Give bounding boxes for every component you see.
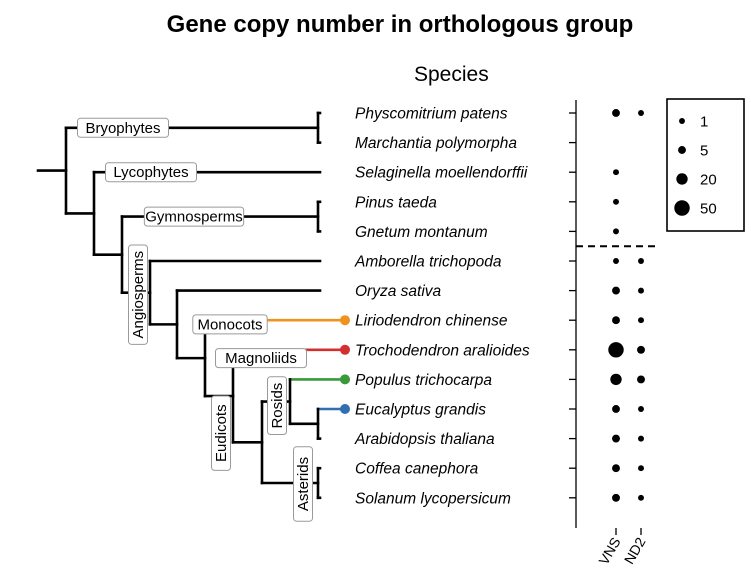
clade-name: Asterids bbox=[295, 457, 312, 511]
clade-label-lycophytes: Lycophytes bbox=[105, 162, 197, 183]
clade-label-monocots: Monocots bbox=[192, 314, 268, 335]
legend-dot-20 bbox=[676, 173, 688, 185]
legend-label-50: 50 bbox=[700, 201, 717, 218]
clade-label-asterids: Asterids bbox=[293, 446, 313, 522]
clade-box bbox=[128, 244, 148, 345]
dot-amborella-trichopoda-vns bbox=[613, 258, 619, 264]
size-legend: 1 5 20 50 bbox=[666, 98, 745, 232]
dot-pinus-taeda-vns bbox=[613, 198, 619, 205]
dotplot-axis bbox=[569, 100, 660, 535]
clade-name: Eudicots bbox=[213, 404, 230, 462]
dot-coffea-canephora-vns bbox=[612, 464, 620, 473]
clade-box bbox=[143, 206, 245, 227]
tip-marker-eucalyptus-grandis bbox=[340, 404, 350, 414]
dot-coffea-canephora-nd2 bbox=[638, 465, 644, 472]
dot-arabidopsis-thaliana-vns bbox=[612, 434, 620, 443]
dot-populus-trichocarpa-vns bbox=[610, 373, 622, 386]
dot-physcomitrium-patens-vns bbox=[612, 109, 620, 117]
species-label-selaginella-moellendorffii: Selaginella moellendorffii bbox=[355, 165, 528, 182]
species-label-marchantia-polymorpha: Marchantia polymorpha bbox=[355, 135, 517, 152]
clade-name: Angiosperms bbox=[130, 251, 147, 339]
clade-name: Bryophytes bbox=[85, 120, 160, 137]
legend-label-20: 20 bbox=[700, 172, 717, 189]
dot-populus-trichocarpa-nd2 bbox=[637, 375, 645, 384]
dot-oryza-sativa-vns bbox=[612, 286, 620, 295]
clade-name: Gymnosperms bbox=[145, 209, 243, 226]
clade-box bbox=[267, 376, 287, 436]
dot-eucalyptus-grandis-vns bbox=[612, 405, 620, 413]
dot-liriodendron-chinense-nd2 bbox=[638, 317, 644, 324]
legend-dot-50 bbox=[674, 200, 690, 216]
species-label-oryza-sativa: Oryza sativa bbox=[355, 283, 442, 300]
clade-name: Monocots bbox=[197, 316, 262, 333]
dot-arabidopsis-thaliana-nd2 bbox=[638, 435, 644, 442]
species-label-amborella-trichopoda: Amborella trichopoda bbox=[354, 254, 502, 271]
tip-marker-populus-trichocarpa bbox=[340, 374, 350, 385]
dot-eucalyptus-grandis-nd2 bbox=[638, 406, 644, 412]
clade-box bbox=[293, 446, 313, 522]
dotplot-points bbox=[608, 109, 645, 502]
species-labels: Physcomitrium patens Marchantia polymorph… bbox=[354, 106, 530, 508]
tip-marker-liriodendron-chinense bbox=[340, 315, 350, 326]
species-label-populus-trichocarpa: Populus trichocarpa bbox=[355, 372, 492, 389]
dot-selaginella-moellendorffii-vns bbox=[613, 169, 619, 176]
legend-dot-5 bbox=[678, 146, 686, 154]
clade-box bbox=[215, 348, 307, 369]
dot-trochodendron-aralioides-vns bbox=[608, 342, 624, 358]
dot-solanum-lycopersicum-vns bbox=[612, 493, 620, 502]
species-label-trochodendron-aralioides: Trochodendron aralioides bbox=[355, 342, 530, 359]
dot-amborella-trichopoda-nd2 bbox=[638, 258, 644, 264]
clade-name: Magnoliids bbox=[225, 350, 297, 367]
tip-marker-trochodendron-aralioides bbox=[340, 344, 350, 355]
species-label-coffea-canephora: Coffea canephora bbox=[355, 461, 479, 478]
species-axis-heading: Species bbox=[414, 63, 489, 86]
dot-gnetum-montanum-vns bbox=[613, 228, 619, 235]
clade-name: Rosids bbox=[269, 383, 286, 429]
clade-label-rosids: Rosids bbox=[267, 376, 287, 436]
clade-name: Lycophytes bbox=[113, 164, 188, 181]
clade-label-angiosperms: Angiosperms bbox=[128, 244, 148, 345]
dot-liriodendron-chinense-vns bbox=[612, 316, 620, 325]
legend-dot-1 bbox=[679, 118, 685, 124]
dot-physcomitrium-patens-nd2 bbox=[638, 110, 644, 116]
clade-label-magnoliids: Magnoliids bbox=[215, 348, 307, 369]
chart-title: Gene copy number in orthologous group bbox=[166, 11, 634, 38]
species-label-eucalyptus-grandis: Eucalyptus grandis bbox=[355, 402, 486, 419]
species-label-arabidopsis-thaliana: Arabidopsis thaliana bbox=[354, 431, 495, 448]
legend-label-5: 5 bbox=[700, 143, 708, 160]
clade-labels: Bryophytes Lycophytes Gymnosperms Angiosper… bbox=[77, 117, 313, 522]
clade-box bbox=[105, 162, 197, 183]
clade-label-eudicots: Eudicots bbox=[211, 395, 231, 471]
clade-box bbox=[211, 395, 231, 471]
species-label-solanum-lycopersicum: Solanum lycopersicum bbox=[355, 490, 511, 507]
species-label-gnetum-montanum: Gnetum montanum bbox=[355, 224, 488, 241]
clade-label-bryophytes: Bryophytes bbox=[77, 117, 169, 138]
dot-solanum-lycopersicum-nd2 bbox=[638, 494, 644, 501]
column-label-vns: VNS bbox=[595, 535, 623, 568]
column-label-nd2: ND2 bbox=[621, 534, 649, 566]
clade-label-gymnosperms: Gymnosperms bbox=[143, 206, 245, 227]
species-label-liriodendron-chinense: Liriodendron chinense bbox=[355, 313, 508, 330]
species-label-physcomitrium-patens: Physcomitrium patens bbox=[355, 106, 508, 123]
species-label-pinus-taeda: Pinus taeda bbox=[355, 194, 437, 211]
legend-label-1: 1 bbox=[700, 114, 708, 131]
clade-box bbox=[192, 314, 268, 335]
clade-box bbox=[77, 117, 169, 138]
dot-trochodendron-aralioides-nd2 bbox=[637, 345, 645, 354]
dot-oryza-sativa-nd2 bbox=[638, 287, 644, 294]
